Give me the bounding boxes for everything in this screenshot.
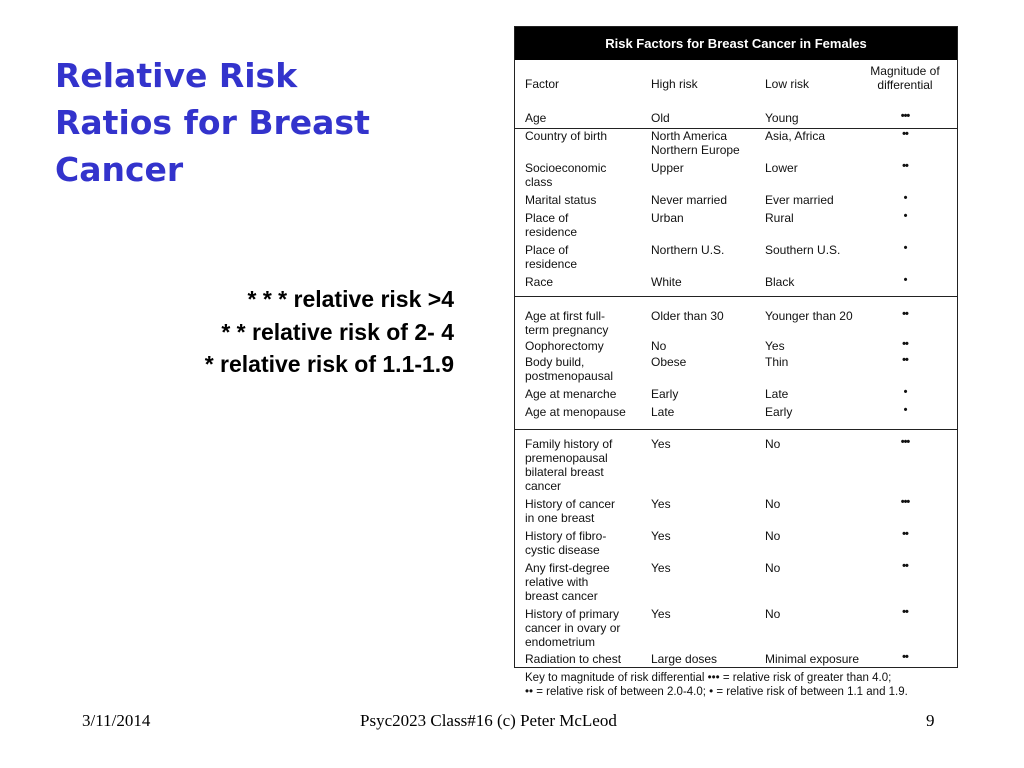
row-high-risk: Yes: [651, 607, 671, 621]
header-factor: Factor: [525, 77, 560, 91]
row-low-risk: Southern U.S.: [765, 243, 841, 257]
row-low-risk: Asia, Africa: [765, 129, 826, 143]
row-low-risk: Ever married: [765, 193, 834, 207]
key-line-2: •• = relative risk of between 2.0-4.0; •…: [525, 686, 908, 698]
header-magnitude: Magnitude of differential: [870, 64, 940, 92]
row-factor: Age at menopause: [525, 405, 626, 419]
row-factor: History of primary cancer in ovary or en…: [525, 607, 621, 649]
row-factor: Family history of premenopausal bilatera…: [525, 437, 613, 493]
row-high-risk: Yes: [651, 561, 671, 575]
row-magnitude: •: [903, 274, 908, 286]
row-high-risk: Northern U.S.: [651, 243, 725, 257]
row-high-risk: Urban: [651, 211, 684, 225]
row-factor: Age at first full- term pregnancy: [525, 309, 609, 337]
row-factor: Race: [525, 275, 554, 289]
row-high-risk: Yes: [651, 497, 671, 511]
row-low-risk: Early: [765, 405, 793, 419]
slide-title-line-1: Relative Risk: [55, 56, 298, 95]
row-magnitude: •: [903, 210, 908, 222]
row-high-risk: Yes: [651, 529, 671, 543]
row-low-risk: No: [765, 607, 781, 621]
row-high-risk: Early: [651, 387, 679, 401]
legend-line-2-star: * * relative risk of 2- 4: [221, 318, 454, 345]
header-low-risk: Low risk: [765, 77, 810, 91]
row-low-risk: No: [765, 561, 781, 575]
row-low-risk: Rural: [765, 211, 794, 225]
row-factor: Place of residence: [525, 243, 578, 271]
row-factor: Radiation to chest: [525, 652, 622, 666]
group-divider-3: [515, 667, 957, 668]
row-low-risk: Lower: [765, 161, 798, 175]
header-high-risk: High risk: [651, 77, 698, 91]
row-factor: Oophorectomy: [525, 339, 604, 353]
row-factor: Any first-degree relative with breast ca…: [525, 561, 610, 603]
footer-page-number: 9: [926, 711, 935, 730]
row-factor: History of fibro- cystic disease: [525, 529, 607, 557]
row-low-risk: Black: [765, 275, 795, 289]
row-magnitude: ••: [902, 651, 909, 663]
row-low-risk: Thin: [765, 355, 789, 369]
row-high-risk: Large doses: [651, 652, 718, 666]
group-divider-1: [515, 296, 957, 297]
row-magnitude: •: [903, 192, 908, 204]
key-line-1: Key to magnitude of risk differential ••…: [525, 672, 892, 684]
row-factor: Country of birth: [525, 129, 608, 143]
row-magnitude: •: [903, 386, 908, 398]
table-title: Risk Factors for Breast Cancer in Female…: [515, 27, 957, 60]
row-high-risk: Never married: [651, 193, 728, 207]
row-low-risk: No: [765, 529, 781, 543]
row-low-risk: Minimal exposure: [765, 652, 860, 666]
row-high-risk: Older than 30: [651, 309, 724, 323]
row-magnitude: •: [903, 242, 908, 254]
row-high-risk: Late: [651, 405, 675, 419]
row-low-risk: Younger than 20: [765, 309, 853, 323]
row-high-risk: Upper: [651, 161, 684, 175]
row-low-risk: Late: [765, 387, 789, 401]
table-column-headers: Factor High risk Low risk Magnitude of d…: [515, 60, 957, 129]
row-factor: Age: [525, 111, 547, 125]
slide-title: Relative Risk Ratios for Breast Cancer: [55, 52, 475, 193]
row-factor: Socioeconomic class: [525, 161, 607, 189]
table-key: Key to magnitude of risk differential ••…: [525, 671, 965, 699]
row-high-risk: Yes: [651, 437, 671, 451]
row-magnitude: ••: [902, 128, 909, 140]
row-magnitude: •••: [900, 436, 911, 448]
row-magnitude: ••: [902, 528, 909, 540]
legend-line-1-star: * relative risk of 1.1-1.9: [204, 351, 454, 377]
row-factor: Place of residence: [525, 211, 578, 239]
row-magnitude: ••: [902, 560, 909, 572]
row-high-risk: North America Northern Europe: [651, 129, 740, 157]
row-factor: Marital status: [525, 193, 597, 207]
legend-line-3-star: * * * relative risk >4: [247, 286, 454, 312]
table-body: Age Old Young ••• Country of birth North Amer…: [515, 27, 957, 667]
row-magnitude: ••: [902, 308, 909, 320]
row-high-risk: Obese: [651, 355, 687, 369]
row-magnitude: ••: [902, 338, 909, 350]
row-magnitude: ••: [902, 354, 909, 366]
slide-title-line-2: Ratios for Breast: [55, 103, 370, 142]
risk-legend: * * * relative risk >4 * * relative risk…: [120, 283, 454, 381]
row-high-risk: White: [651, 275, 682, 289]
row-low-risk: Yes: [765, 339, 785, 353]
footer-date: 3/11/2014: [82, 711, 151, 730]
row-factor: History of cancer in one breast: [525, 497, 616, 525]
footer-center: Psyc2023 Class#16 (c) Peter McLeod: [360, 711, 617, 730]
row-high-risk: Old: [651, 111, 670, 125]
row-magnitude: •: [903, 404, 908, 416]
group-divider-2: [515, 429, 957, 430]
row-high-risk: No: [651, 339, 667, 353]
row-low-risk: No: [765, 437, 781, 451]
row-low-risk: Young: [765, 111, 799, 125]
row-magnitude: ••: [902, 606, 909, 618]
row-factor: Body build, postmenopausal: [525, 355, 614, 383]
row-magnitude: •••: [900, 110, 911, 122]
risk-factors-table: Risk Factors for Breast Cancer in Female…: [514, 26, 958, 698]
row-factor: Age at menarche: [525, 387, 617, 401]
slide-title-line-3: Cancer: [55, 150, 184, 189]
row-low-risk: No: [765, 497, 781, 511]
row-magnitude: •••: [900, 496, 911, 508]
row-magnitude: ••: [902, 160, 909, 172]
